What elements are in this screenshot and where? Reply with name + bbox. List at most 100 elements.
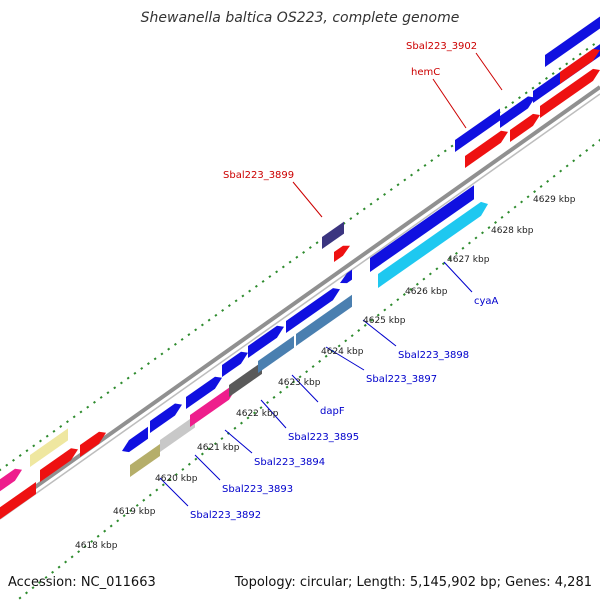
ruler-dot-outer — [517, 96, 521, 100]
ruler-dot-outer — [12, 458, 15, 462]
label-leader-line — [292, 181, 323, 218]
ruler-dot-outer — [45, 434, 49, 438]
ruler-dot-inner — [148, 493, 152, 497]
ruler-dot-outer — [302, 250, 306, 254]
ruler-dot-outer — [180, 338, 184, 341]
ruler-dot-outer — [450, 144, 454, 148]
ruler-dot-outer — [383, 192, 387, 196]
tick-label: 4625 kbp — [363, 316, 406, 326]
ruler-dot-outer — [410, 173, 414, 177]
gene-feature-blue — [500, 96, 535, 128]
tick-label: 4622 kbp — [236, 409, 279, 419]
accession-text: Accession: NC_011663 — [8, 575, 156, 590]
gene-feature-navy — [322, 221, 344, 249]
ruler-dot-outer — [254, 284, 258, 288]
ruler-dot-outer — [126, 376, 130, 380]
gene-feature-olive — [130, 444, 160, 477]
gene-feature-steel — [296, 294, 352, 346]
tick-label: 4618 kbp — [75, 541, 118, 551]
gene-label-sbal223-3895: Sbal223_3895 — [288, 432, 359, 443]
ruler-dot-inner — [207, 447, 211, 451]
ruler-dot-outer — [227, 304, 231, 308]
ruler-dot-inner — [96, 534, 100, 538]
ruler-dot-inner — [44, 575, 48, 579]
ruler-dot-outer — [214, 313, 218, 317]
ruler-dot-inner — [363, 323, 367, 327]
ruler-dot-outer — [0, 468, 2, 472]
ruler-dot-inner — [448, 257, 452, 260]
ruler-dot-outer — [423, 163, 427, 167]
ruler-dot-inner — [168, 478, 172, 482]
ruler-dot-inner — [194, 457, 198, 461]
ruler-dot-inner — [539, 185, 543, 188]
ruler-dot-outer — [281, 265, 285, 269]
ruler-dot-outer — [5, 463, 9, 467]
ruler-dot-inner — [266, 401, 270, 405]
ruler-dot-inner — [155, 488, 159, 492]
ruler-dot-inner — [409, 287, 413, 291]
ruler-dot-inner — [357, 329, 361, 332]
backbone-line-inner — [0, 93, 600, 520]
ruler-dot-inner — [376, 313, 380, 317]
ruler-dot-inner — [370, 318, 374, 322]
ruler-dot-inner — [25, 591, 28, 595]
ruler-dot-inner — [435, 267, 439, 271]
ruler-dot-inner — [292, 380, 296, 384]
ruler-dot-outer — [59, 425, 63, 428]
ruler-dot-outer — [234, 299, 238, 303]
ruler-dot-inner — [389, 303, 393, 307]
ruler-dot-inner — [181, 467, 185, 471]
ruler-dot-outer — [221, 308, 225, 312]
ruler-dot-outer — [99, 396, 103, 399]
ruler-dot-inner — [109, 524, 113, 528]
ruler-dot-inner — [481, 231, 484, 235]
ruler-dot-outer — [275, 270, 279, 274]
ruler-dot-outer — [160, 352, 164, 356]
ruler-dot-outer — [140, 367, 144, 370]
ruler-dot-inner — [585, 149, 589, 152]
gene-feature-magenta — [190, 387, 236, 427]
ruler-dot-outer — [443, 149, 447, 153]
ruler-dot-outer — [551, 72, 555, 75]
gene-feature-red-small — [334, 245, 350, 262]
ruler-dot-inner — [337, 344, 341, 348]
ruler-dot-inner — [246, 416, 250, 420]
ruler-dot-inner — [31, 586, 35, 590]
gene-feature-lightgrey — [160, 415, 195, 452]
ruler-dot-outer — [18, 454, 22, 457]
ruler-dot-outer — [92, 400, 96, 404]
ruler-dot-outer — [437, 154, 440, 158]
ruler-dot-inner — [233, 426, 237, 430]
ruler-dot-outer — [585, 47, 589, 51]
ruler-dot-outer — [133, 371, 137, 375]
ruler-dot-inner — [187, 462, 191, 466]
ruler-dot-outer — [72, 415, 76, 419]
ruler-dot-outer — [248, 289, 252, 293]
ruler-dot-inner — [311, 365, 315, 368]
label-leader-line — [291, 374, 319, 403]
genome-summary-text: Topology: circular; Length: 5,145,902 bp… — [234, 575, 592, 590]
ruler-dot-outer — [187, 333, 191, 337]
ruler-dot-outer — [524, 91, 528, 95]
ruler-dot-inner — [305, 370, 309, 374]
ruler-dot-inner — [174, 473, 178, 477]
ruler-dot-inner — [441, 262, 445, 266]
ruler-dot-inner — [520, 200, 524, 204]
gene-feature-red — [80, 431, 106, 457]
gene-feature-blue — [455, 108, 500, 152]
label-leader-line — [194, 454, 221, 481]
ruler-dot-inner — [161, 483, 165, 487]
ruler-dot-outer — [571, 57, 575, 61]
ruler-dot-outer — [295, 255, 299, 259]
ruler-dot-outer — [146, 362, 150, 366]
ruler-dot-outer — [194, 328, 198, 332]
label-leader-line — [224, 429, 253, 454]
ruler-dot-outer — [403, 178, 407, 182]
ruler-dot-outer — [241, 294, 245, 298]
label-leader-line — [325, 346, 365, 371]
ruler-dot-outer — [32, 444, 36, 448]
ruler-dot-inner — [200, 452, 204, 456]
gene-label-sbal223-3902: Sbal223_3902 — [406, 41, 477, 52]
ruler-dot-outer — [39, 439, 42, 443]
